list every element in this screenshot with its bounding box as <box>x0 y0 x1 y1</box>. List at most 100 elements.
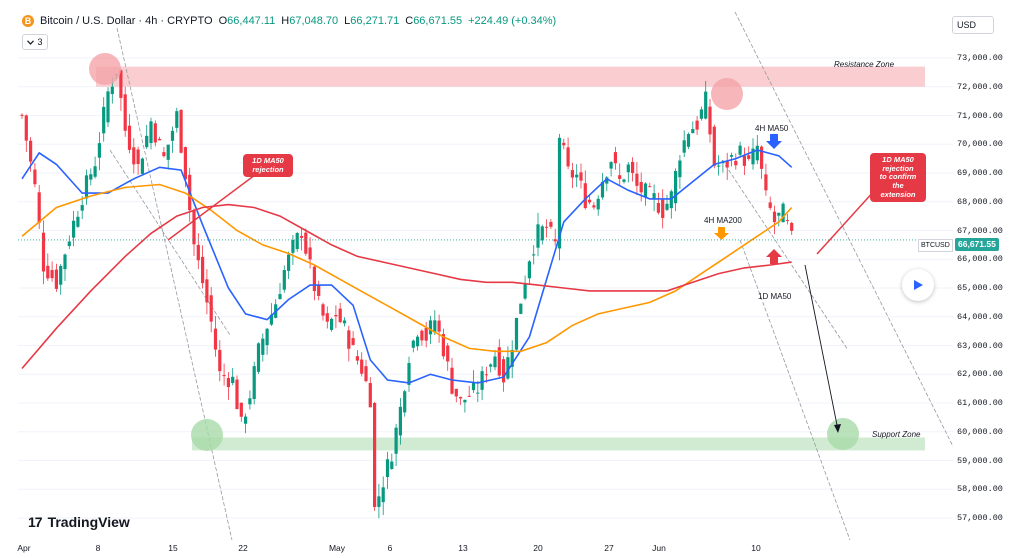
candle-body[interactable] <box>20 114 24 116</box>
collapse-indicators-button[interactable]: 3 <box>22 34 48 50</box>
candle-body[interactable] <box>523 283 527 299</box>
candle-body[interactable] <box>489 364 493 367</box>
candle-body[interactable] <box>226 378 230 388</box>
candle-body[interactable] <box>648 186 652 188</box>
candle-body[interactable] <box>428 320 433 335</box>
candle-body[interactable] <box>605 177 609 184</box>
candle-body[interactable] <box>463 399 467 403</box>
candle-body[interactable] <box>416 336 420 347</box>
candle-body[interactable] <box>368 383 372 408</box>
candle-body[interactable] <box>540 226 544 241</box>
candle-body[interactable] <box>76 216 80 227</box>
candle-body[interactable] <box>222 375 226 377</box>
candle-body[interactable] <box>652 193 656 200</box>
price-axis[interactable]: 73,000.00 72,000.00 71,000.00 70,000.00 69,0… <box>953 40 1008 540</box>
candle-body[interactable] <box>127 125 132 150</box>
candle-body[interactable] <box>312 266 316 292</box>
candle-body[interactable] <box>321 304 325 316</box>
candle-body[interactable] <box>93 166 97 177</box>
candle-body[interactable] <box>639 181 643 193</box>
candle-body[interactable] <box>102 106 106 134</box>
candle-body[interactable] <box>67 241 71 247</box>
candle-body[interactable] <box>330 318 334 330</box>
candle-body[interactable] <box>37 192 41 223</box>
candle-body[interactable] <box>248 398 252 405</box>
candle-body[interactable] <box>519 303 523 314</box>
candle-body[interactable] <box>686 134 691 147</box>
candle-body[interactable] <box>738 145 742 155</box>
candle-body[interactable] <box>768 202 772 208</box>
candle-body[interactable] <box>656 203 660 213</box>
candle-body[interactable] <box>704 91 708 119</box>
candle-body[interactable] <box>373 403 377 507</box>
candle-body[interactable] <box>166 144 170 160</box>
candle-body[interactable] <box>149 121 153 144</box>
price-chart[interactable] <box>0 0 953 540</box>
candle-body[interactable] <box>781 203 785 223</box>
candle-body[interactable] <box>742 155 746 166</box>
candle-body[interactable] <box>46 265 50 279</box>
candle-body[interactable] <box>196 244 200 261</box>
candle-body[interactable] <box>364 366 368 382</box>
candle-body[interactable] <box>476 392 480 394</box>
candle-body[interactable] <box>351 338 355 345</box>
candle-body[interactable] <box>536 224 540 248</box>
candle-body[interactable] <box>609 162 613 169</box>
candle-body[interactable] <box>295 233 299 250</box>
candle-body[interactable] <box>205 279 209 303</box>
candle-body[interactable] <box>218 349 222 372</box>
candle-body[interactable] <box>643 183 648 198</box>
candle-body[interactable] <box>334 314 338 317</box>
candle-body[interactable] <box>506 357 510 379</box>
candle-body[interactable] <box>717 165 721 167</box>
candle-body[interactable] <box>493 356 497 368</box>
candle-body[interactable] <box>510 349 514 367</box>
candle-body[interactable] <box>446 345 450 362</box>
candle-body[interactable] <box>454 388 458 397</box>
candle-body[interactable] <box>385 459 390 478</box>
candle-body[interactable] <box>170 130 175 141</box>
candle-body[interactable] <box>132 147 136 165</box>
candle-body[interactable] <box>158 138 162 141</box>
candle-body[interactable] <box>63 254 67 270</box>
candle-body[interactable] <box>325 313 329 322</box>
currency-button[interactable]: USD <box>952 16 994 34</box>
candle-body[interactable] <box>50 270 54 279</box>
candle-body[interactable] <box>179 110 183 153</box>
candle-body[interactable] <box>678 160 682 178</box>
candle-body[interactable] <box>41 232 46 272</box>
candle-body[interactable] <box>661 199 665 219</box>
candle-body[interactable] <box>514 317 519 350</box>
candle-body[interactable] <box>622 179 626 182</box>
candle-body[interactable] <box>579 172 583 181</box>
candle-body[interactable] <box>136 149 140 165</box>
candle-body[interactable] <box>764 174 768 191</box>
candle-body[interactable] <box>377 496 381 507</box>
candle-body[interactable] <box>772 211 777 223</box>
candle-body[interactable] <box>299 235 304 238</box>
candle-body[interactable] <box>291 239 295 253</box>
candle-body[interactable] <box>282 270 286 290</box>
candle-body[interactable] <box>751 148 755 165</box>
candle-body[interactable] <box>545 226 549 228</box>
candle-body[interactable] <box>467 395 471 397</box>
candle-body[interactable] <box>394 427 398 454</box>
candle-body[interactable] <box>613 152 617 164</box>
candle-body[interactable] <box>183 147 187 180</box>
candle-body[interactable] <box>557 137 562 249</box>
candle-body[interactable] <box>747 155 751 159</box>
candle-body[interactable] <box>441 334 445 357</box>
candle-body[interactable] <box>420 330 424 341</box>
candle-body[interactable] <box>407 363 411 385</box>
candle-body[interactable] <box>398 406 402 436</box>
candle-body[interactable] <box>308 247 312 260</box>
candle-body[interactable] <box>618 175 622 179</box>
candle-body[interactable] <box>97 143 101 158</box>
candle-body[interactable] <box>708 106 712 135</box>
candle-body[interactable] <box>635 173 639 186</box>
candle-body[interactable] <box>304 232 308 254</box>
candle-body[interactable] <box>347 330 351 349</box>
candle-body[interactable] <box>712 126 716 166</box>
candle-body[interactable] <box>631 161 635 174</box>
candle-body[interactable] <box>437 320 441 332</box>
